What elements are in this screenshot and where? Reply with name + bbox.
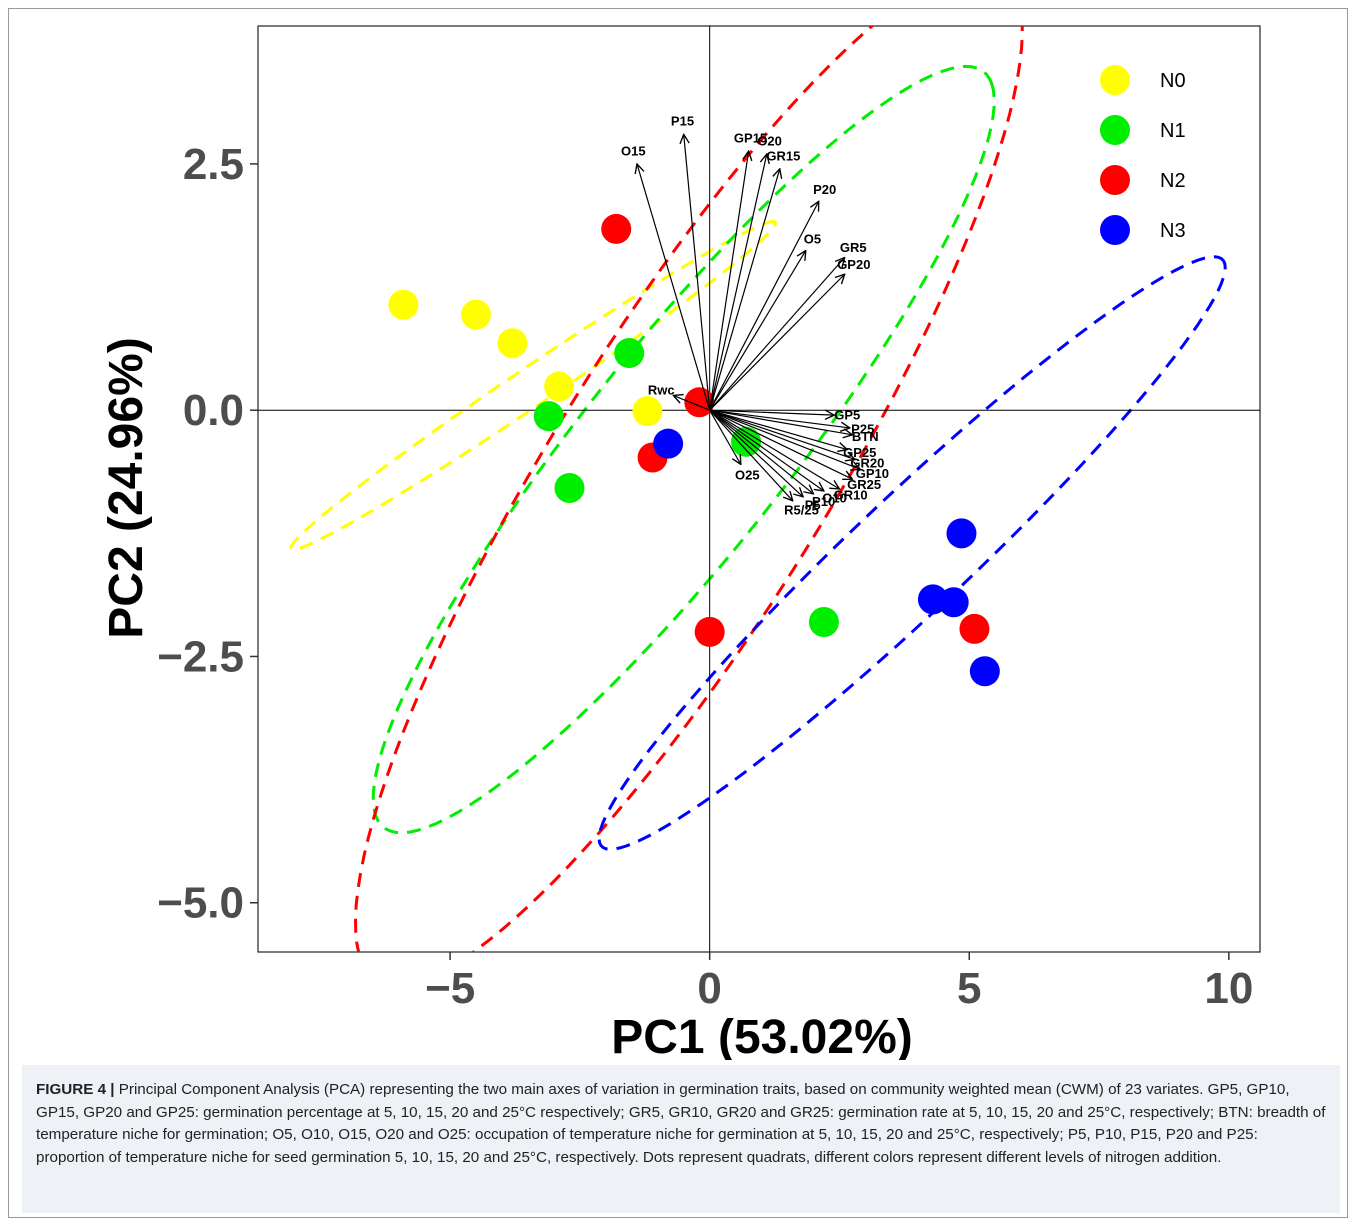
vector-label-gp20: GP20 bbox=[837, 257, 870, 272]
x-tick-label: −5 bbox=[425, 964, 475, 1013]
y-tick-label: −5.0 bbox=[157, 879, 244, 928]
x-tick-label: 0 bbox=[697, 964, 721, 1013]
legend-swatch-n1 bbox=[1100, 115, 1130, 145]
point-n1 bbox=[533, 401, 564, 432]
caption-text: Principal Component Analysis (PCA) repre… bbox=[36, 1081, 1326, 1166]
vector-label-gr10: GR10 bbox=[834, 488, 868, 503]
point-n2 bbox=[694, 616, 725, 647]
vector-label-p25: P25 bbox=[851, 422, 874, 437]
vector-label-r5-25: R5/25 bbox=[784, 502, 819, 517]
vector-label-gp5: GP5 bbox=[834, 408, 860, 423]
vector-label-p10: P10 bbox=[812, 494, 835, 509]
legend-label-n3: N3 bbox=[1160, 220, 1186, 242]
vector-label-gr5: GR5 bbox=[840, 240, 867, 255]
point-n1 bbox=[614, 338, 645, 369]
vector-o5 bbox=[709, 251, 806, 411]
vector-label-o25: O25 bbox=[735, 468, 760, 483]
vector-label-o10: O10 bbox=[822, 490, 847, 505]
vector-o20 bbox=[709, 154, 767, 411]
point-n1 bbox=[808, 606, 839, 637]
vector-label-p20: P20 bbox=[813, 182, 836, 197]
vector-o15 bbox=[637, 164, 711, 411]
vector-o10 bbox=[709, 409, 824, 491]
vector-gr10 bbox=[709, 409, 840, 489]
x-tick-label: 10 bbox=[1204, 964, 1253, 1013]
vector-o25 bbox=[709, 409, 741, 464]
vector-gp5 bbox=[709, 410, 835, 415]
vector-p20 bbox=[709, 201, 819, 411]
legend-swatch-n0 bbox=[1100, 65, 1130, 95]
vector-label-o5: O5 bbox=[804, 231, 821, 246]
reference-lines bbox=[258, 26, 1260, 952]
point-n0 bbox=[544, 371, 575, 402]
vector-label-btn: BTN bbox=[852, 429, 879, 444]
y-tick-label: 2.5 bbox=[183, 140, 244, 189]
point-n3 bbox=[946, 518, 977, 549]
vector-p5 bbox=[709, 409, 803, 497]
y-axis-ticks: −5.0 −2.5 0.0 2.5 bbox=[157, 140, 258, 928]
vector-gp15 bbox=[709, 151, 749, 411]
vector-p10 bbox=[709, 409, 814, 494]
point-n1 bbox=[554, 473, 585, 504]
legend-label-n2: N2 bbox=[1160, 170, 1186, 192]
y-tick-label: 0.0 bbox=[183, 386, 244, 435]
point-n0 bbox=[388, 289, 419, 320]
vector-gp25 bbox=[709, 409, 848, 449]
vector-label-o20: O20 bbox=[757, 133, 782, 148]
vector-label-p5: P5 bbox=[805, 498, 821, 513]
vector-gr20 bbox=[709, 409, 855, 459]
vector-gr5 bbox=[709, 258, 845, 411]
legend-swatch-n2 bbox=[1100, 165, 1130, 195]
vector-label-gr25: GR25 bbox=[847, 477, 881, 492]
vector-label-gr15: GR15 bbox=[766, 148, 800, 163]
ellipse-n2 bbox=[353, 26, 1024, 952]
confidence-ellipses bbox=[289, 26, 1227, 952]
point-n0 bbox=[497, 328, 528, 359]
ellipse-n3 bbox=[597, 255, 1227, 851]
vector-r5-25 bbox=[709, 409, 793, 501]
vector-label-p15: P15 bbox=[671, 113, 694, 128]
y-tick-label: −2.5 bbox=[157, 632, 244, 681]
point-n3 bbox=[938, 587, 969, 618]
vector-label-rwc: Rwc bbox=[648, 383, 675, 398]
point-n2 bbox=[959, 613, 990, 644]
legend-label-n0: N0 bbox=[1160, 70, 1186, 92]
vector-label-o15: O15 bbox=[621, 143, 646, 158]
point-n0 bbox=[632, 396, 663, 427]
point-n0 bbox=[461, 299, 492, 330]
point-n2 bbox=[684, 387, 715, 418]
point-n3 bbox=[653, 428, 684, 459]
point-n3 bbox=[969, 656, 1000, 687]
point-n2 bbox=[601, 213, 632, 244]
legend-label-n1: N1 bbox=[1160, 120, 1186, 142]
x-axis-ticks: −5 0 5 10 bbox=[425, 952, 1253, 1013]
vector-gr15 bbox=[709, 169, 780, 411]
caption-label: FIGURE 4 | bbox=[36, 1081, 115, 1098]
vector-p15 bbox=[684, 134, 711, 411]
vector-gp20 bbox=[709, 274, 845, 411]
legend-swatch-n3 bbox=[1100, 215, 1130, 245]
figure-caption: FIGURE 4 | Principal Component Analysis … bbox=[22, 1065, 1340, 1213]
x-axis-title: PC1 (53.02%) bbox=[611, 1011, 912, 1060]
vector-rwc bbox=[673, 395, 710, 411]
vector-p25 bbox=[709, 409, 850, 428]
data-points bbox=[388, 213, 1000, 687]
vector-label-gp10: GP10 bbox=[856, 466, 889, 481]
vector-btn bbox=[709, 409, 853, 435]
y-axis-title: PC2 (24.96%) bbox=[100, 337, 153, 638]
plot-panel bbox=[257, 25, 1261, 953]
x-tick-label: 5 bbox=[957, 964, 981, 1013]
vector-label-gp15: GP15 bbox=[734, 130, 767, 145]
vector-gr25 bbox=[709, 409, 853, 479]
legend: N0 N1 N2 N3 bbox=[1100, 65, 1186, 245]
vector-gp10 bbox=[709, 409, 861, 469]
